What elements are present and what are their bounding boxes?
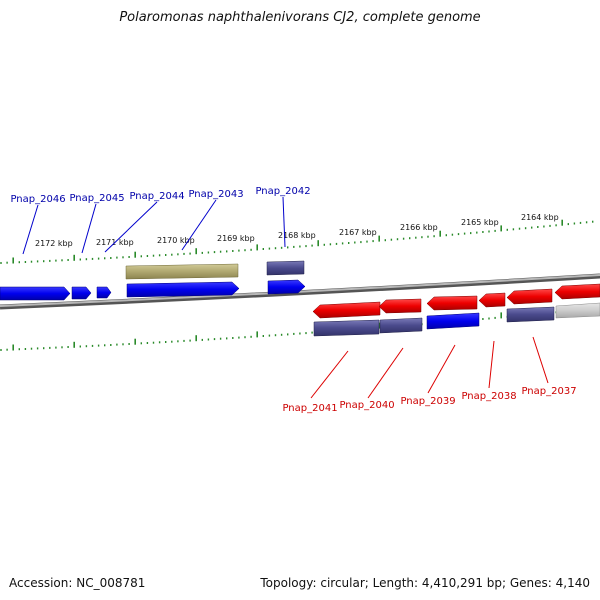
gene-label-pnap-2041[interactable]: Pnap_2041 [282, 403, 337, 414]
feature-bar-slate[interactable] [506, 306, 555, 323]
label-leader-line [104, 201, 158, 253]
gene-arrow-reverse[interactable] [426, 295, 478, 311]
label-leader-line [488, 340, 495, 389]
ruler-label: 2168 kbp [278, 231, 316, 240]
feature-bar-blue[interactable] [426, 312, 480, 330]
gene-arrow-forward[interactable] [71, 286, 92, 300]
label-leader-line [427, 344, 456, 394]
map-title: Polaromonas naphthalenivorans CJ2, compl… [119, 10, 481, 25]
gene-label-pnap-2042[interactable]: Pnap_2042 [255, 186, 310, 197]
gene-arrow-forward[interactable] [267, 279, 306, 295]
gene-arrow-reverse[interactable] [554, 283, 600, 300]
label-leader-line [532, 336, 549, 384]
ruler-label: 2166 kbp [400, 223, 438, 232]
feature-bar-slate[interactable] [379, 317, 423, 334]
ruler-label: 2172 kbp [35, 239, 73, 248]
gene-label-pnap-2045[interactable]: Pnap_2045 [69, 193, 124, 204]
gene-arrow-reverse[interactable] [478, 292, 506, 308]
label-leader-line [181, 199, 217, 251]
gene-arrow-reverse[interactable] [378, 298, 422, 314]
gene-label-pnap-2046[interactable]: Pnap_2046 [10, 194, 65, 205]
ruler-label: 2167 kbp [339, 228, 377, 237]
gene-label-pnap-2037[interactable]: Pnap_2037 [521, 386, 576, 397]
label-leader-line [282, 196, 286, 248]
accession-text: Accession: NC_008781 [9, 576, 146, 590]
genome-backbone-highlight [0, 274, 600, 307]
gene-label-pnap-2043[interactable]: Pnap_2043 [188, 189, 243, 200]
gene-arrow-forward[interactable] [0, 286, 71, 301]
feature-bar-grey[interactable] [555, 302, 600, 319]
gene-arrow-forward[interactable] [96, 286, 112, 299]
feature-bar-slate[interactable] [266, 260, 305, 276]
gene-label-pnap-2038[interactable]: Pnap_2038 [461, 391, 516, 402]
ruler-label: 2165 kbp [461, 218, 499, 227]
feature-bar-slate[interactable] [313, 319, 380, 337]
genome-summary-text: Topology: circular; Length: 4,410,291 bp… [260, 576, 590, 590]
ruler-ticks-upper [0, 219, 594, 264]
gene-label-pnap-2039[interactable]: Pnap_2039 [400, 396, 455, 407]
ruler-label: 2170 kbp [157, 236, 195, 245]
gene-arrow-reverse[interactable] [506, 288, 553, 305]
gene-arrow-reverse[interactable] [312, 301, 381, 319]
ruler-label: 2164 kbp [521, 213, 559, 222]
gene-arrow-forward[interactable] [126, 281, 240, 298]
ruler-label: 2169 kbp [217, 234, 255, 243]
feature-bar-khaki[interactable] [125, 263, 239, 280]
ruler-ticks-lower [0, 306, 594, 351]
label-leader-line [367, 347, 404, 399]
gene-label-pnap-2040[interactable]: Pnap_2040 [339, 400, 394, 411]
label-leader-line [22, 204, 39, 255]
label-leader-line [310, 350, 349, 399]
gene-label-pnap-2044[interactable]: Pnap_2044 [129, 191, 184, 202]
label-leader-line [81, 203, 97, 254]
